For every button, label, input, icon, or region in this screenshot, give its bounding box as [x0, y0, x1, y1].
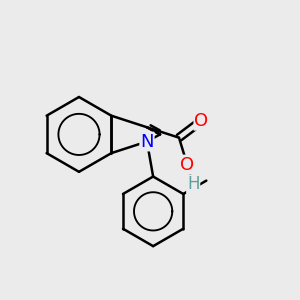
Text: O: O [180, 155, 194, 173]
Text: H: H [187, 175, 200, 193]
Text: N: N [140, 133, 154, 151]
Text: O: O [194, 112, 208, 130]
